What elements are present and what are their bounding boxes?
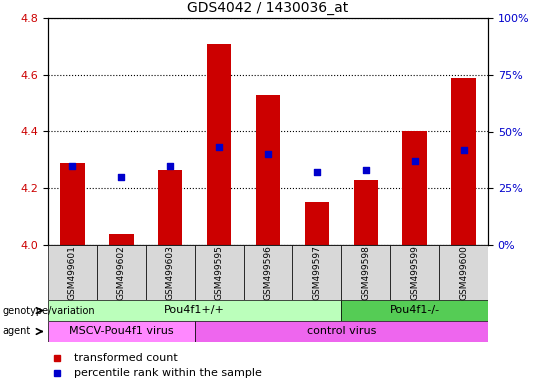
Point — [410, 158, 419, 164]
Bar — [146, 245, 194, 300]
Text: Pou4f1-/-: Pou4f1-/- — [389, 306, 440, 316]
Text: GSM499597: GSM499597 — [312, 245, 321, 300]
Bar — [109, 233, 133, 245]
Text: GSM499598: GSM499598 — [361, 245, 370, 300]
Text: GDS4042 / 1430036_at: GDS4042 / 1430036_at — [187, 1, 349, 15]
Text: genotype/variation: genotype/variation — [3, 306, 96, 316]
Bar — [305, 202, 329, 245]
Point — [459, 147, 468, 153]
Text: transformed count: transformed count — [75, 353, 178, 363]
Point — [264, 151, 272, 157]
Bar — [244, 245, 293, 300]
Text: GSM499600: GSM499600 — [459, 245, 468, 300]
Bar — [97, 245, 146, 300]
Bar — [60, 163, 85, 245]
Bar — [48, 245, 97, 300]
Text: GSM499601: GSM499601 — [68, 245, 77, 300]
Bar — [402, 131, 427, 245]
Text: percentile rank within the sample: percentile rank within the sample — [75, 368, 262, 378]
Bar — [256, 94, 280, 245]
Text: GSM499596: GSM499596 — [264, 245, 273, 300]
Bar — [451, 78, 476, 245]
Point — [166, 162, 174, 169]
Bar — [48, 321, 194, 342]
Point — [313, 169, 321, 175]
Bar — [439, 245, 488, 300]
Bar — [293, 245, 341, 300]
Bar — [194, 245, 244, 300]
Bar — [207, 43, 231, 245]
Point — [215, 144, 224, 151]
Text: GSM499602: GSM499602 — [117, 245, 126, 300]
Point — [117, 174, 126, 180]
Text: control virus: control virus — [307, 326, 376, 336]
Text: MSCV-Pou4f1 virus: MSCV-Pou4f1 virus — [69, 326, 174, 336]
Point — [361, 167, 370, 173]
Bar — [194, 321, 488, 342]
Text: Pou4f1+/+: Pou4f1+/+ — [164, 306, 225, 316]
Text: GSM499599: GSM499599 — [410, 245, 419, 300]
Bar — [341, 300, 488, 321]
Text: GSM499595: GSM499595 — [214, 245, 224, 300]
Bar — [390, 245, 439, 300]
Text: GSM499603: GSM499603 — [166, 245, 175, 300]
Text: agent: agent — [3, 326, 31, 336]
Bar — [341, 245, 390, 300]
Bar — [354, 180, 378, 245]
Bar — [48, 300, 341, 321]
Bar — [158, 170, 183, 245]
Point — [68, 162, 77, 169]
